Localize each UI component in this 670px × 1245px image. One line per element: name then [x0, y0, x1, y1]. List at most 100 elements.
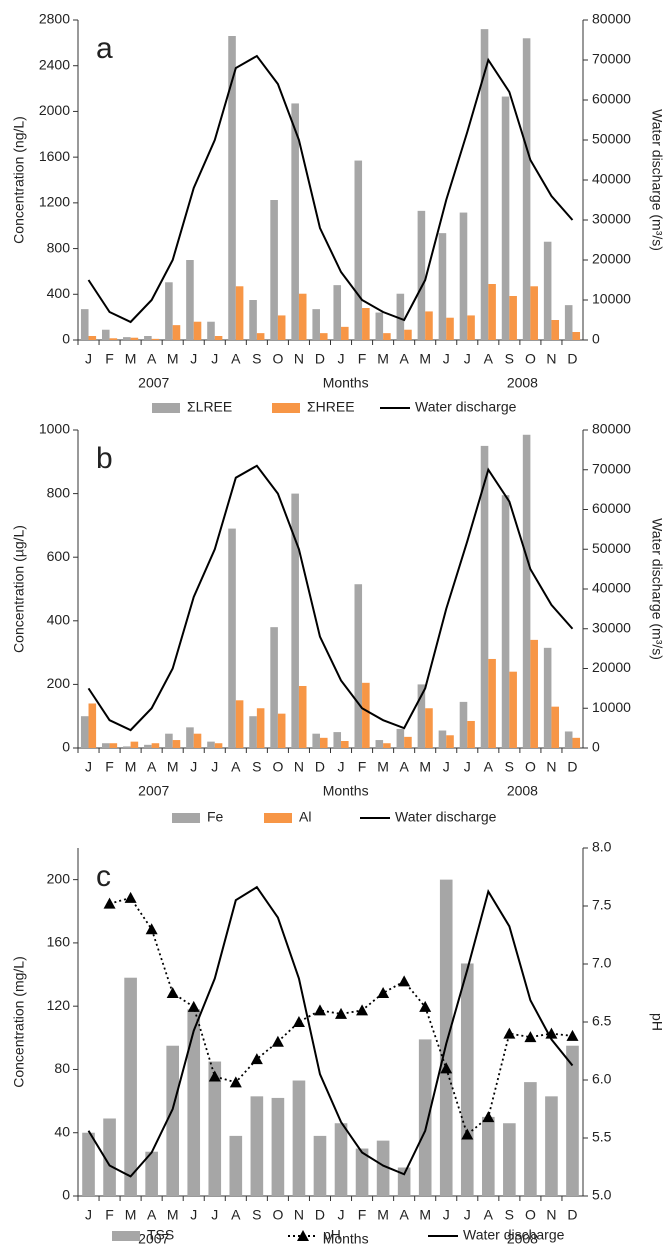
- x-tick-label: J: [85, 759, 92, 775]
- y-tick-label: 40: [54, 1123, 70, 1139]
- bar: [438, 233, 447, 340]
- marker: [103, 897, 116, 909]
- x-tick-label: F: [358, 1207, 367, 1223]
- y2-tick-label: 10000: [592, 291, 631, 307]
- bar: [103, 1118, 116, 1196]
- bar: [172, 325, 181, 340]
- bar: [249, 716, 257, 748]
- x-tick-label: D: [315, 759, 325, 775]
- y2-tick-label: 7.5: [592, 897, 612, 913]
- bar: [501, 495, 510, 748]
- bar: [291, 103, 299, 340]
- bar: [249, 300, 257, 340]
- marker: [145, 923, 158, 935]
- bar: [271, 1097, 285, 1196]
- group-label: 2007: [138, 1231, 169, 1245]
- y-tick-label: 200: [47, 870, 71, 886]
- bar: [145, 1151, 158, 1196]
- bar: [564, 305, 573, 340]
- panel-label: a: [96, 32, 113, 65]
- bar: [298, 685, 307, 748]
- x-tick-label: M: [125, 759, 137, 775]
- legend-label: pH: [323, 1227, 341, 1243]
- x-tick-label: F: [105, 1207, 114, 1223]
- marker: [187, 1000, 200, 1012]
- y2-tick-label: 70000: [592, 51, 631, 67]
- bar: [165, 733, 173, 748]
- x-tick-label: N: [294, 759, 304, 775]
- x-tick-label: D: [567, 351, 577, 367]
- x-tick-label: A: [399, 351, 409, 367]
- x-tick-label: J: [190, 759, 197, 775]
- bar: [501, 96, 510, 340]
- bar: [256, 333, 265, 340]
- y2-axis-title: Water discharge (m³/s): [649, 109, 665, 251]
- legend-swatch: [112, 1231, 140, 1241]
- y2-tick-label: 20000: [592, 251, 631, 267]
- bar: [123, 337, 131, 340]
- bar: [319, 333, 328, 340]
- y-tick-label: 120: [47, 997, 71, 1013]
- y2-tick-label: 30000: [592, 211, 631, 227]
- bar: [319, 737, 328, 748]
- x-tick-label: M: [167, 759, 179, 775]
- marker: [461, 1128, 474, 1140]
- bar: [101, 743, 110, 748]
- bar: [522, 434, 531, 748]
- y-axis-title: Concentration (µg/L): [11, 525, 27, 653]
- x-tick-label: S: [252, 1207, 261, 1223]
- bar: [124, 977, 137, 1196]
- x-tick-label: A: [399, 1207, 409, 1223]
- y2-tick-label: 30000: [592, 619, 631, 635]
- x-tick-label: J: [464, 351, 471, 367]
- bar: [503, 1123, 516, 1196]
- x-tick-label: J: [211, 759, 218, 775]
- x-tick-label: O: [525, 351, 536, 367]
- y-tick-label: 160: [47, 934, 71, 950]
- y2-tick-label: 0: [592, 739, 600, 755]
- x-tick-label: A: [147, 759, 157, 775]
- bar: [404, 736, 412, 748]
- bar: [439, 879, 453, 1196]
- marker: [419, 1000, 432, 1012]
- bar: [488, 658, 496, 748]
- bar: [522, 38, 531, 341]
- bar: [292, 1080, 306, 1196]
- x-tick-label: O: [525, 1207, 536, 1223]
- bar: [144, 744, 152, 748]
- bar: [341, 326, 349, 340]
- x-tick-label: J: [443, 1207, 450, 1223]
- bar: [509, 296, 517, 340]
- x-tick-label: F: [358, 759, 367, 775]
- marker: [313, 1004, 326, 1016]
- y-tick-label: 1200: [39, 194, 70, 210]
- bar: [396, 728, 405, 748]
- bar: [509, 671, 517, 748]
- marker: [208, 1070, 221, 1082]
- bar: [229, 1135, 243, 1196]
- marker: [292, 1016, 305, 1027]
- bar: [396, 293, 405, 340]
- bar: [166, 1045, 179, 1196]
- bar: [313, 1135, 327, 1196]
- line: [87, 54, 574, 324]
- x-tick-label: A: [231, 351, 241, 367]
- bar: [488, 284, 496, 340]
- x-tick-label: A: [231, 1207, 241, 1223]
- x-tick-label: S: [505, 759, 514, 775]
- bar: [545, 1096, 558, 1196]
- bar: [207, 741, 215, 748]
- bar: [446, 735, 454, 748]
- bar: [341, 741, 349, 748]
- y-tick-label: 800: [47, 484, 71, 500]
- bar: [418, 1039, 432, 1196]
- x-tick-label: D: [315, 1207, 325, 1223]
- bar: [417, 210, 426, 340]
- group-label: Months: [323, 375, 369, 391]
- group-label: Months: [323, 783, 369, 799]
- x-tick-label: M: [419, 351, 431, 367]
- x-tick-label: O: [272, 759, 283, 775]
- x-tick-label: M: [125, 351, 137, 367]
- x-tick-label: N: [294, 1207, 304, 1223]
- x-tick-label: O: [272, 351, 283, 367]
